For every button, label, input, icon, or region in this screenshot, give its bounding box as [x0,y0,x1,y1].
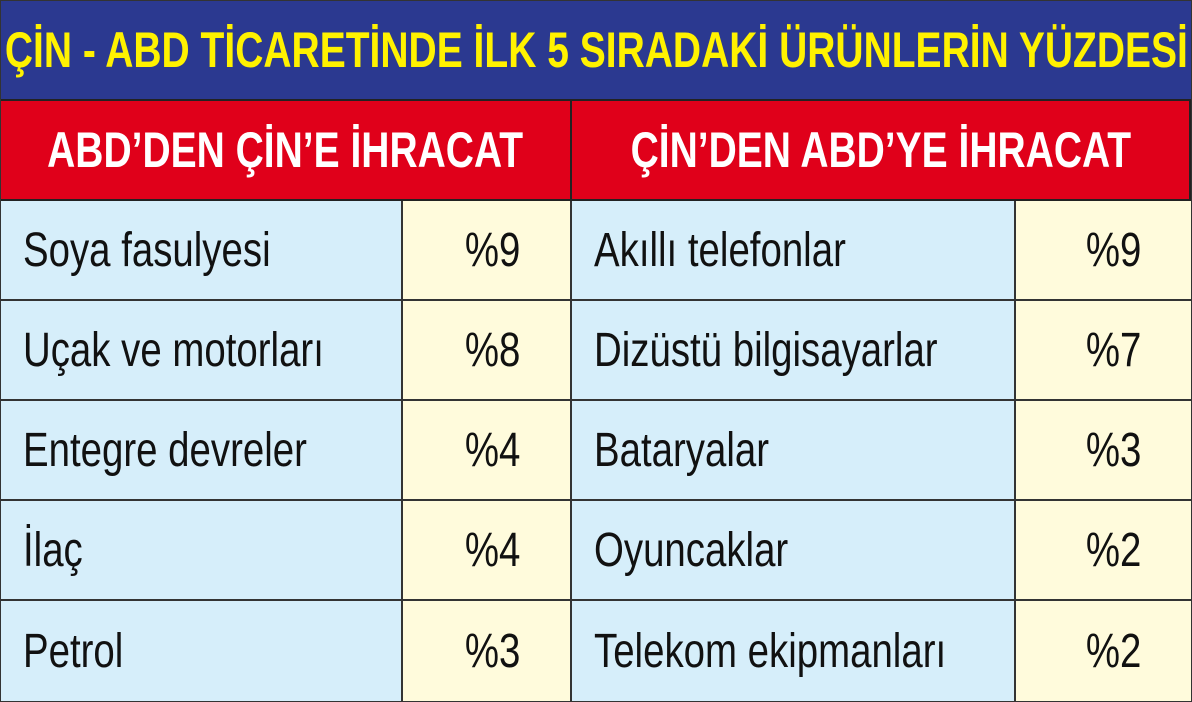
us-to-china-label: Entegre devreler [23,423,307,477]
table-grid: ABD’DEN ÇİN’E İHRACAT ÇİN’DEN ABD’YE İHR… [1,101,1191,701]
china-to-us-label: Oyuncaklar [594,523,789,577]
us-to-china-value-cell: %4 [403,501,572,601]
us-to-china-label: Uçak ve motorları [23,323,324,377]
china-to-us-label: Dizüstü bilgisayarlar [594,323,938,377]
china-to-us-value: %7 [1085,323,1142,377]
china-to-us-label-cell: Dizüstü bilgisayarlar [572,301,1016,401]
china-to-us-label-cell: Oyuncaklar [572,501,1016,601]
us-to-china-label-cell: Uçak ve motorları [1,301,403,401]
us-to-china-value: %3 [464,624,521,678]
china-to-us-label-cell: Telekom ekipmanları [572,601,1016,701]
china-to-us-value-cell: %2 [1016,501,1191,601]
china-to-us-value: %9 [1085,223,1142,277]
china-to-us-value-cell: %7 [1016,301,1191,401]
china-to-us-label: Telekom ekipmanları [594,624,947,678]
us-to-china-value: %8 [464,323,521,377]
china-to-us-value-cell: %3 [1016,401,1191,501]
china-to-us-value-cell: %2 [1016,601,1191,701]
us-to-china-value-cell: %4 [403,401,572,501]
us-to-china-label-cell: İlaç [1,501,403,601]
china-to-us-value: %2 [1085,523,1142,577]
china-to-us-label-cell: Bataryalar [572,401,1016,501]
china-to-us-label: Bataryalar [594,423,770,477]
china-to-us-label: Akıllı telefonlar [594,223,846,277]
us-to-china-label: Soya fasulyesi [23,223,271,277]
china-to-us-value: %2 [1085,624,1142,678]
header-china-to-us: ÇİN’DEN ABD’YE İHRACAT [572,101,1191,201]
us-to-china-value-cell: %3 [403,601,572,701]
us-to-china-value-cell: %8 [403,301,572,401]
header-us-to-china: ABD’DEN ÇİN’E İHRACAT [1,101,572,201]
us-to-china-value-cell: %9 [403,201,572,301]
china-to-us-value-cell: %9 [1016,201,1191,301]
china-to-us-value: %3 [1085,423,1142,477]
us-to-china-label-cell: Entegre devreler [1,401,403,501]
us-to-china-label-cell: Petrol [1,601,403,701]
us-to-china-label: İlaç [23,523,83,577]
us-to-china-value: %9 [464,223,521,277]
china-to-us-label-cell: Akıllı telefonlar [572,201,1016,301]
us-to-china-label-cell: Soya fasulyesi [1,201,403,301]
us-to-china-value: %4 [464,523,521,577]
us-to-china-label: Petrol [23,624,124,678]
us-to-china-value: %4 [464,423,521,477]
table-title: ÇİN - ABD TİCARETİNDE İLK 5 SIRADAKİ ÜRÜ… [1,1,1191,101]
